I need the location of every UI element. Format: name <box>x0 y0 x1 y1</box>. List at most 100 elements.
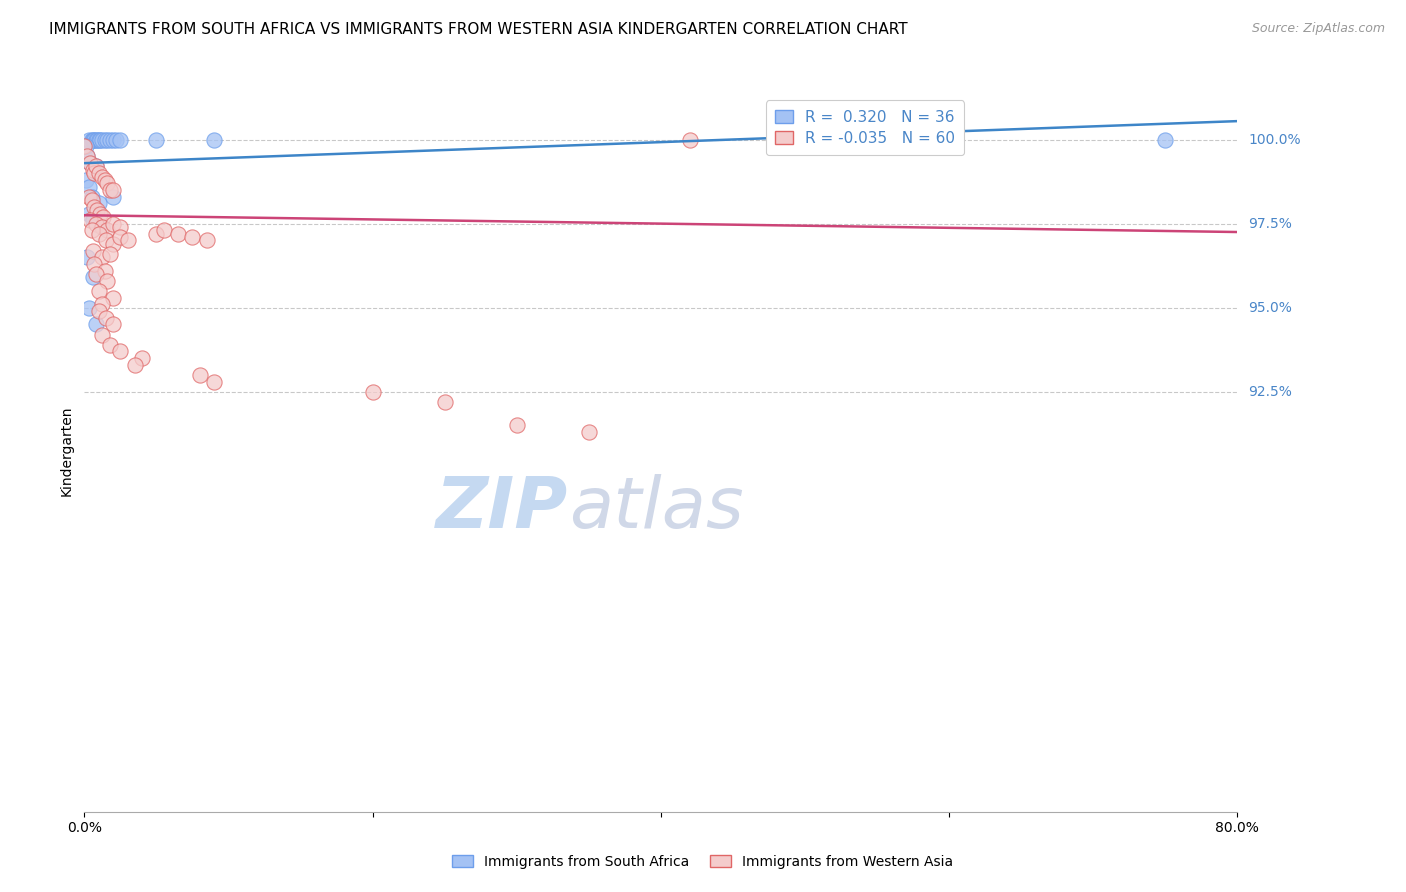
Point <box>87 304 110 318</box>
Point <box>145 227 167 241</box>
Point <box>82 244 104 258</box>
Point <box>152 223 174 237</box>
Point <box>103 236 124 251</box>
Point <box>103 217 124 231</box>
Point <box>90 327 112 342</box>
Point <box>103 183 124 197</box>
Point <box>84 160 107 174</box>
Point <box>77 133 100 147</box>
Point <box>103 318 124 332</box>
Point <box>131 351 153 365</box>
Point <box>110 219 132 234</box>
Point <box>90 297 112 311</box>
Point <box>86 133 108 147</box>
Point <box>433 394 456 409</box>
Point <box>938 133 960 147</box>
Point <box>82 213 104 227</box>
Point <box>181 230 204 244</box>
Point <box>679 133 702 147</box>
Point <box>77 179 100 194</box>
Point <box>87 166 110 180</box>
Text: 97.5%: 97.5% <box>1249 217 1292 231</box>
Point <box>87 133 110 147</box>
Point <box>80 190 103 204</box>
Point <box>202 375 225 389</box>
Point <box>86 203 108 218</box>
Text: ZIP: ZIP <box>436 474 568 542</box>
Point <box>105 133 128 147</box>
Point <box>94 234 117 248</box>
Point <box>93 263 115 277</box>
Point <box>83 200 105 214</box>
Point <box>80 133 103 147</box>
Text: Source: ZipAtlas.com: Source: ZipAtlas.com <box>1251 22 1385 36</box>
Point <box>93 173 115 187</box>
Legend: R =  0.320   N = 36, R = -0.035   N = 60: R = 0.320 N = 36, R = -0.035 N = 60 <box>766 101 965 155</box>
Text: IMMIGRANTS FROM SOUTH AFRICA VS IMMIGRANTS FROM WESTERN ASIA KINDERGARTEN CORREL: IMMIGRANTS FROM SOUTH AFRICA VS IMMIGRAN… <box>49 22 908 37</box>
Point <box>84 267 107 281</box>
Point <box>73 146 96 161</box>
Point <box>84 217 107 231</box>
Point <box>84 318 107 332</box>
Point <box>96 176 118 190</box>
Point <box>98 133 121 147</box>
Point <box>76 149 98 163</box>
Point <box>124 358 146 372</box>
Point <box>77 301 100 315</box>
Point <box>89 133 111 147</box>
Point <box>202 133 225 147</box>
Text: 92.5%: 92.5% <box>1249 384 1292 399</box>
Point <box>79 156 101 170</box>
Point <box>90 219 112 234</box>
Point <box>75 139 97 153</box>
Point <box>110 230 132 244</box>
Point <box>80 223 103 237</box>
Point <box>79 213 101 227</box>
Point <box>77 206 100 220</box>
Point <box>76 149 98 163</box>
Point <box>75 173 97 187</box>
Point <box>76 250 98 264</box>
Text: 100.0%: 100.0% <box>1249 133 1301 146</box>
Point <box>80 193 103 207</box>
Point <box>361 384 384 399</box>
Point <box>578 425 600 439</box>
Point <box>98 247 121 261</box>
Point <box>188 368 211 382</box>
Point <box>90 169 112 184</box>
Point <box>1154 133 1177 147</box>
Point <box>98 183 121 197</box>
Point <box>90 133 112 147</box>
Legend: Immigrants from South Africa, Immigrants from Western Asia: Immigrants from South Africa, Immigrants… <box>447 849 959 874</box>
Point <box>83 166 105 180</box>
Point <box>98 337 121 351</box>
Point <box>94 310 117 325</box>
Point <box>96 274 118 288</box>
Point <box>90 219 112 234</box>
Text: 95.0%: 95.0% <box>1249 301 1292 315</box>
Point <box>96 133 118 147</box>
Point <box>103 291 124 305</box>
Point <box>117 234 139 248</box>
Point <box>82 270 104 285</box>
Point <box>87 227 110 241</box>
Point <box>91 210 114 224</box>
Point <box>77 190 100 204</box>
Point <box>84 160 107 174</box>
Point <box>90 250 112 264</box>
Point <box>79 156 101 170</box>
Point <box>87 284 110 298</box>
Point <box>103 133 124 147</box>
Point <box>103 190 124 204</box>
Point <box>195 234 218 248</box>
Point <box>89 206 111 220</box>
Point <box>110 133 132 147</box>
Point <box>83 257 105 271</box>
Point <box>96 223 118 237</box>
Point <box>110 344 132 359</box>
Y-axis label: Kindergarten: Kindergarten <box>59 405 73 496</box>
Point <box>167 227 190 241</box>
Point <box>87 196 110 211</box>
Text: atlas: atlas <box>568 474 744 542</box>
Point <box>506 418 529 433</box>
